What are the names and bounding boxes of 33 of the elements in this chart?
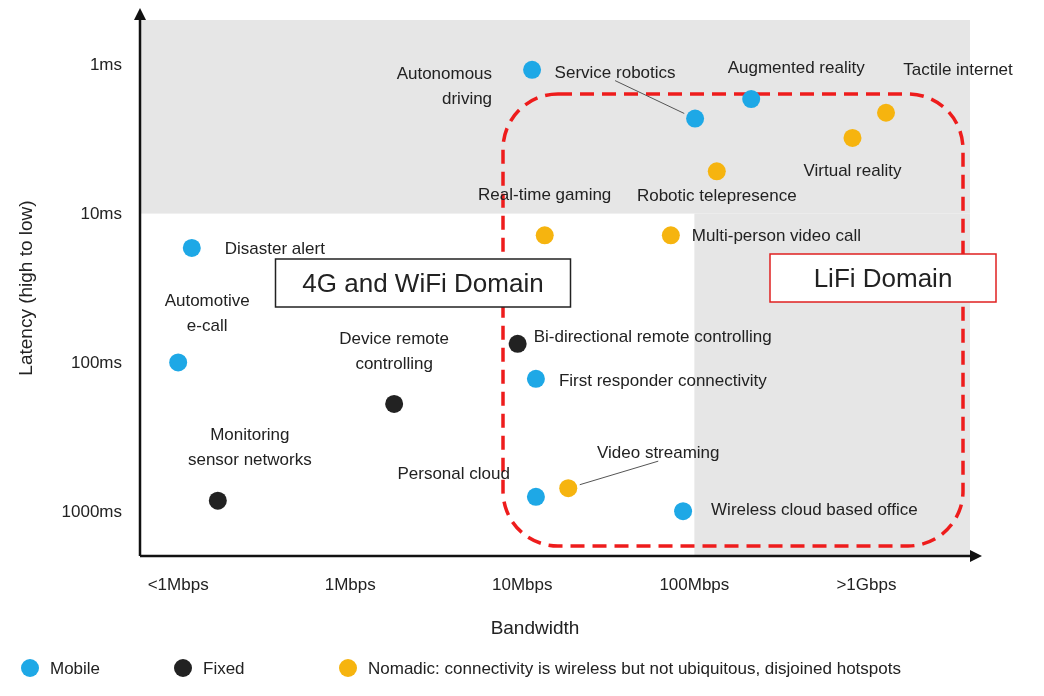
legend-label: Fixed [203,659,245,678]
x-tick-label: 1Mbps [324,575,376,594]
y-tick-label: 100ms [70,352,122,372]
annotation: Autonomous driving [396,64,493,109]
annotation: Monitoring sensor networks [187,425,312,470]
annotation: Virtual reality [803,160,902,180]
annotation: Bi-directional remote controlling [533,326,772,346]
legend-label: Nomadic: connectivity is wireless but not ubiquitous, disjoined hotspots [368,659,901,678]
annotation: Real-time gaming [478,185,612,205]
annotation: Robotic telepresence [636,186,797,206]
annotation: Video streaming [596,443,720,463]
x-tick-label: <1Mbps [147,575,209,594]
annotation: 4G and WiFi Domain [302,268,544,298]
annotation: Augmented reality [727,58,866,78]
annotation: Disaster alert [224,238,326,258]
annotation: Automotive e-call [164,290,250,335]
annotation: Wireless cloud based office [711,500,918,520]
legend-label: Mobile [50,659,101,678]
y-tick-label: 1ms [89,55,122,75]
y-tick-label: 10ms [80,204,122,224]
annotation: LiFi Domain [813,263,953,293]
annotation: Service robotics [554,62,676,82]
x-tick-label: 10Mbps [492,575,553,594]
annotation: First responder connectivity [558,370,768,390]
y-tick-label: 1000ms [61,501,122,521]
x-tick-label: >1Gbps [836,575,897,594]
annotation: Personal cloud [397,463,510,483]
annotation: Tactile internet [903,59,1014,79]
x-tick-label: 100Mbps [659,575,730,594]
y-axis-title: Latency (high to low) [15,200,36,376]
annotation: Device remote controlling [339,329,449,374]
annotation: Multi-person video call [691,226,861,246]
x-axis-title: Bandwidth [490,617,580,638]
